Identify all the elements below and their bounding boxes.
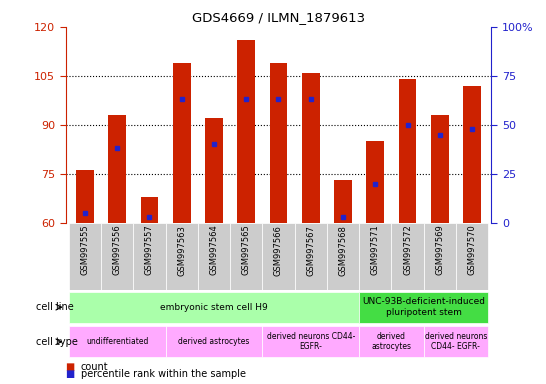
- Bar: [359, 326, 424, 357]
- Text: GSM997555: GSM997555: [80, 225, 90, 275]
- Text: GSM997566: GSM997566: [274, 225, 283, 276]
- Text: GSM997571: GSM997571: [371, 225, 380, 275]
- Text: ■: ■: [66, 369, 75, 379]
- Bar: [165, 223, 198, 290]
- Bar: [140, 197, 158, 223]
- Bar: [165, 326, 262, 357]
- Bar: [295, 223, 327, 290]
- Text: GSM997557: GSM997557: [145, 225, 154, 275]
- Bar: [262, 326, 359, 357]
- Text: undifferentiated: undifferentiated: [86, 337, 149, 346]
- Bar: [262, 223, 295, 290]
- Bar: [230, 223, 262, 290]
- Bar: [463, 86, 481, 223]
- Bar: [69, 326, 165, 357]
- Text: embryonic stem cell H9: embryonic stem cell H9: [160, 303, 268, 312]
- Bar: [69, 292, 359, 323]
- Text: GSM997563: GSM997563: [177, 225, 186, 276]
- Text: ■: ■: [66, 362, 75, 372]
- Text: GSM997569: GSM997569: [435, 225, 444, 275]
- Bar: [69, 223, 101, 290]
- Bar: [334, 180, 352, 223]
- Bar: [424, 223, 456, 290]
- Bar: [173, 63, 191, 223]
- Text: GSM997568: GSM997568: [339, 225, 347, 276]
- Bar: [198, 223, 230, 290]
- Bar: [205, 118, 223, 223]
- Text: GSM997572: GSM997572: [403, 225, 412, 275]
- Text: cell type: cell type: [37, 337, 79, 347]
- Text: count: count: [81, 362, 109, 372]
- Bar: [302, 73, 319, 223]
- Bar: [359, 223, 391, 290]
- Bar: [366, 141, 384, 223]
- Text: GSM997564: GSM997564: [210, 225, 218, 275]
- Bar: [270, 63, 287, 223]
- Bar: [108, 115, 126, 223]
- Text: derived astrocytes: derived astrocytes: [178, 337, 250, 346]
- Bar: [133, 223, 165, 290]
- Bar: [327, 223, 359, 290]
- Text: cell line: cell line: [37, 302, 74, 312]
- Text: GSM997556: GSM997556: [112, 225, 122, 275]
- Bar: [456, 223, 488, 290]
- Text: GSM997565: GSM997565: [242, 225, 251, 275]
- Bar: [359, 292, 488, 323]
- Text: derived neurons CD44-
EGFR-: derived neurons CD44- EGFR-: [266, 332, 355, 351]
- Title: GDS4669 / ILMN_1879613: GDS4669 / ILMN_1879613: [192, 11, 365, 24]
- Bar: [76, 170, 94, 223]
- Bar: [399, 79, 417, 223]
- Bar: [424, 326, 488, 357]
- Text: GSM997570: GSM997570: [467, 225, 477, 275]
- Bar: [101, 223, 133, 290]
- Text: derived
astrocytes: derived astrocytes: [371, 332, 411, 351]
- Text: derived neurons
CD44- EGFR-: derived neurons CD44- EGFR-: [425, 332, 487, 351]
- Bar: [391, 223, 424, 290]
- Text: UNC-93B-deficient-induced
pluripotent stem: UNC-93B-deficient-induced pluripotent st…: [362, 298, 485, 317]
- Bar: [431, 115, 449, 223]
- Bar: [238, 40, 255, 223]
- Text: percentile rank within the sample: percentile rank within the sample: [81, 369, 246, 379]
- Text: GSM997567: GSM997567: [306, 225, 315, 276]
